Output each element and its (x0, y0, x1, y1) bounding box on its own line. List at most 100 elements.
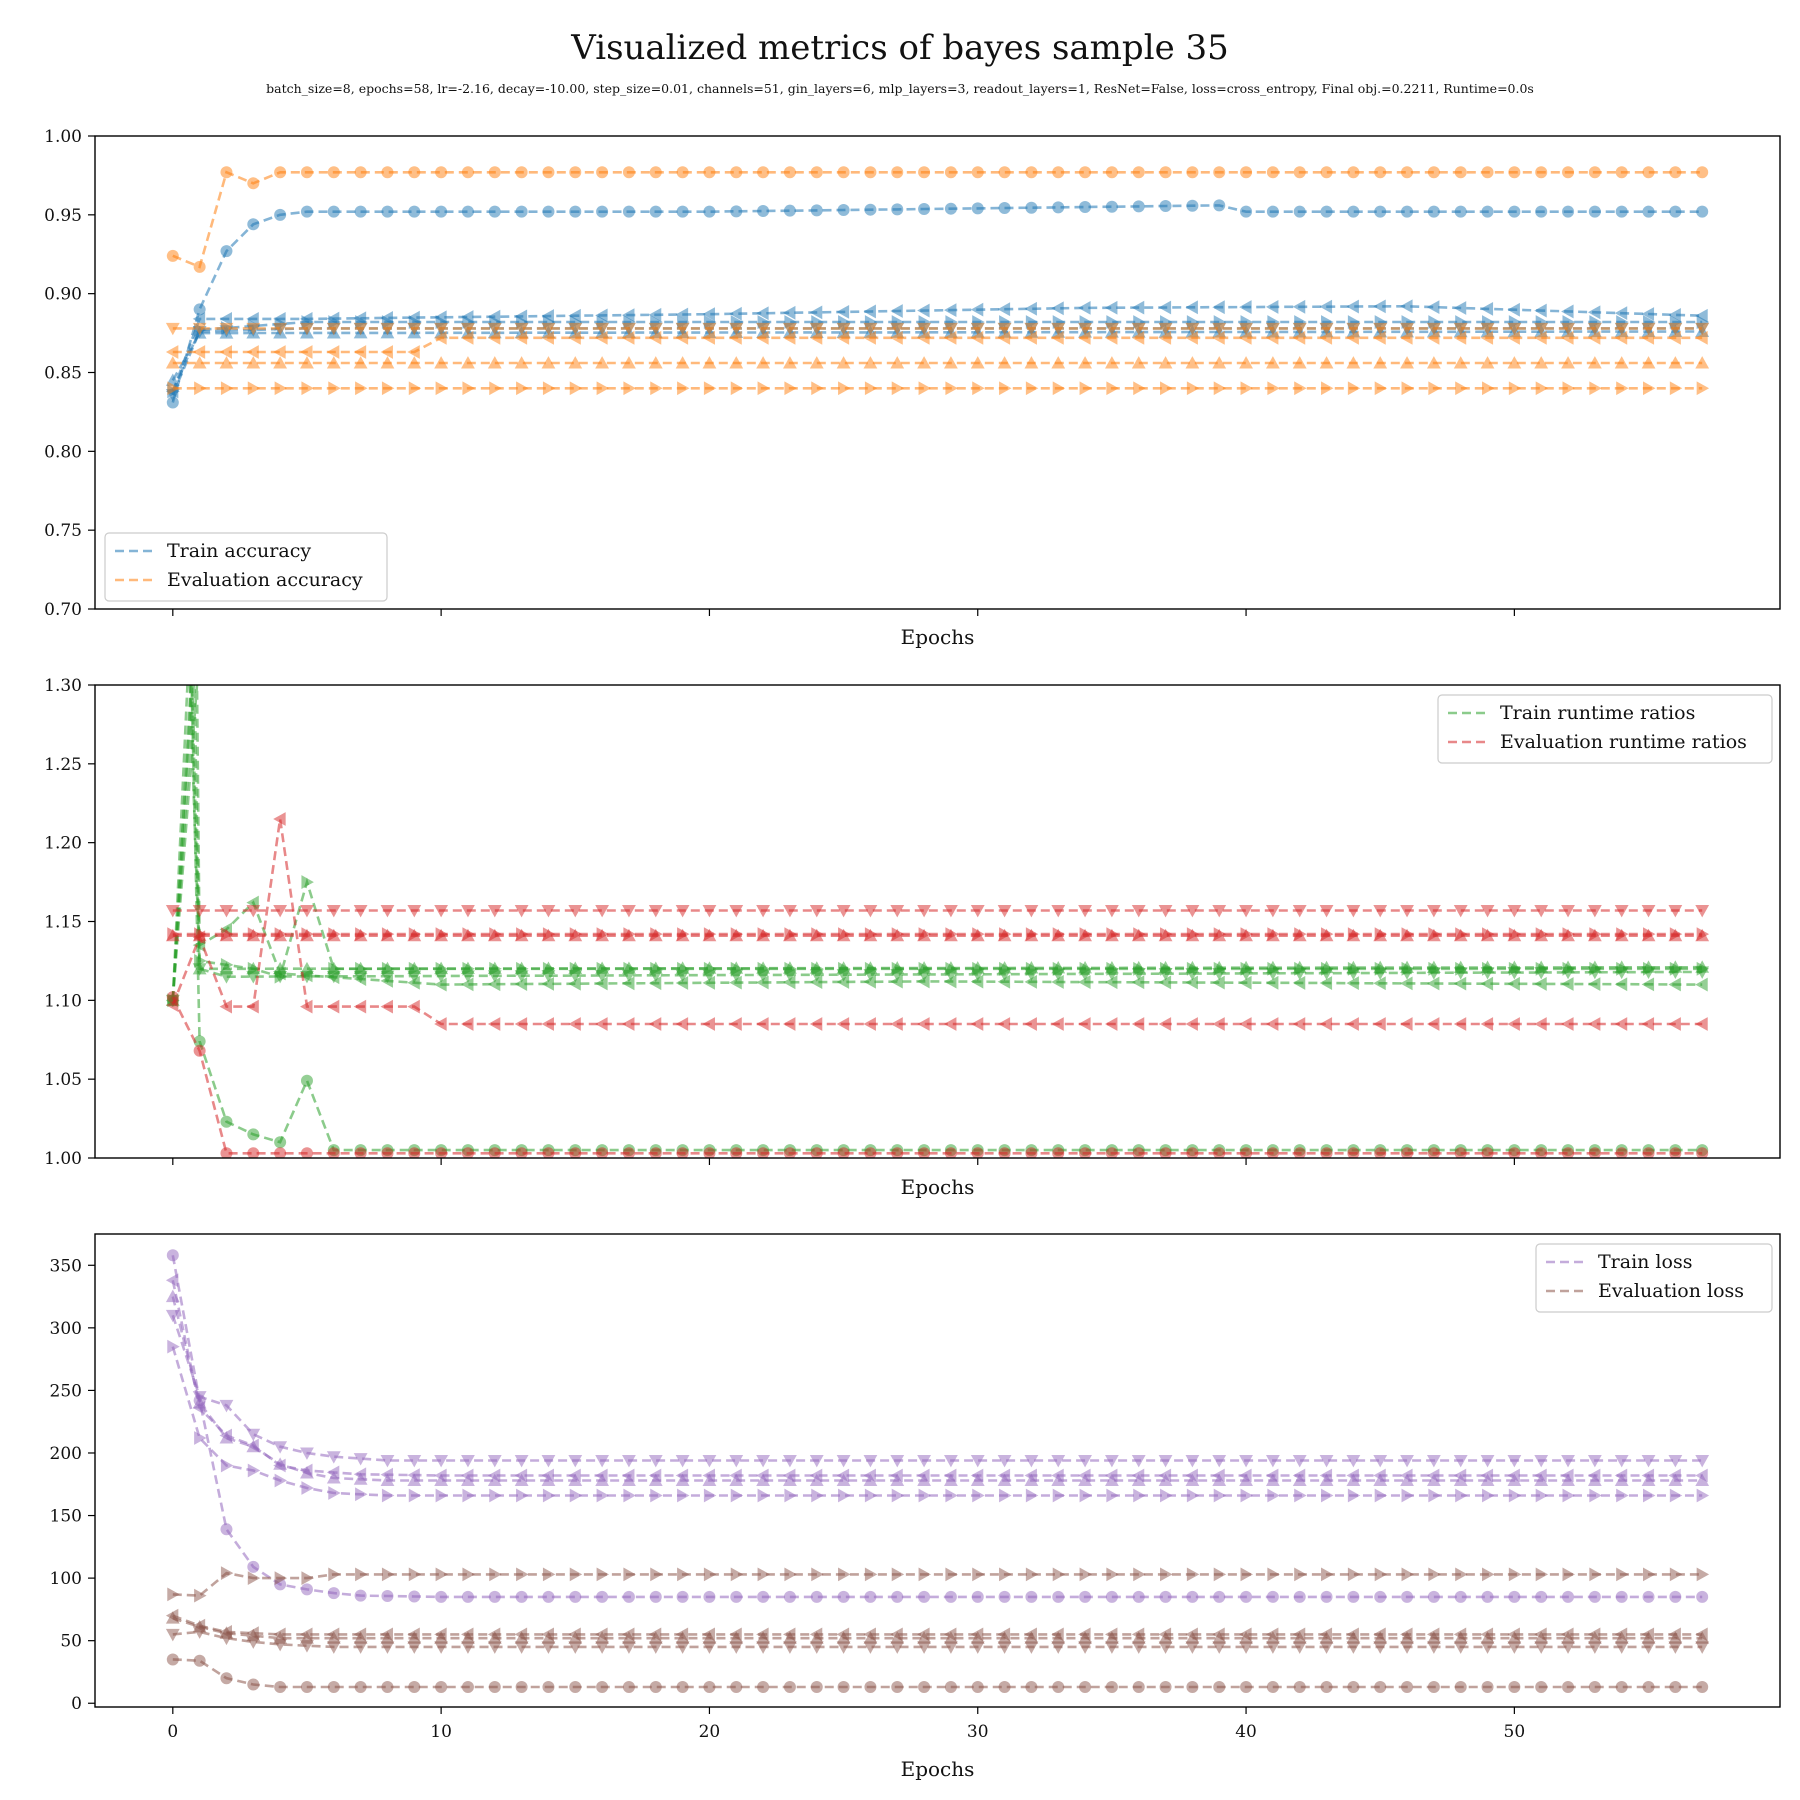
data-point (1589, 1567, 1602, 1582)
data-point (568, 1454, 583, 1468)
data-point (1321, 1488, 1334, 1503)
data-point (649, 1680, 662, 1693)
data-point (514, 1641, 529, 1654)
data-point (434, 356, 449, 369)
data-point (1614, 966, 1629, 980)
data-point (246, 971, 261, 984)
data-point (997, 1454, 1012, 1468)
data-point (353, 1631, 368, 1644)
data-point (1696, 381, 1710, 396)
data-point (1079, 1680, 1092, 1693)
data-point (1051, 904, 1066, 918)
data-point (970, 1017, 984, 1031)
data-point (1105, 1017, 1118, 1031)
data-point (542, 1680, 555, 1693)
data-point (890, 1631, 905, 1644)
data-point (1024, 301, 1037, 316)
x-tick-label: 20 (699, 1722, 721, 1742)
data-point (462, 381, 475, 396)
data-point (1589, 381, 1602, 396)
data-point (1668, 966, 1683, 979)
data-point (1534, 356, 1549, 369)
data-point (970, 904, 985, 918)
data-point (1213, 1680, 1226, 1693)
data-point (408, 1590, 421, 1603)
data-point (1212, 300, 1225, 315)
data-point (890, 974, 903, 989)
data-point (595, 330, 608, 345)
data-point (729, 1473, 744, 1487)
data-point (542, 381, 556, 396)
data-point (1507, 1017, 1520, 1031)
data-point (1105, 1473, 1119, 1487)
data-point (944, 1631, 958, 1644)
data-point (836, 330, 850, 345)
data-point (1696, 1147, 1709, 1158)
data-point (1427, 166, 1440, 179)
data-point (702, 928, 717, 942)
data-point (702, 307, 715, 322)
data-point (917, 1468, 930, 1483)
data-point (756, 306, 769, 321)
data-point (1668, 1631, 1683, 1644)
y-tick-label: 0.70 (44, 600, 82, 620)
data-point (971, 1680, 984, 1693)
data-point (998, 166, 1011, 179)
data-point (783, 1680, 796, 1693)
data-point (328, 381, 341, 396)
data-point (1455, 1488, 1468, 1503)
data-point (1373, 904, 1388, 918)
data-point (461, 1147, 474, 1158)
series-line-3-4 (171, 1280, 1703, 1477)
series-line-3-3 (171, 1296, 1703, 1482)
data-point (1453, 1631, 1468, 1644)
data-point (648, 330, 662, 345)
data-point (300, 1147, 313, 1158)
data-point (863, 1468, 876, 1483)
data-point (1024, 1468, 1037, 1483)
data-point (702, 1473, 717, 1487)
data-point (1024, 904, 1039, 918)
data-point (1695, 904, 1710, 918)
data-point (864, 166, 877, 179)
data-point (729, 306, 742, 321)
data-point (1401, 166, 1414, 179)
data-point (1588, 1680, 1601, 1693)
data-point (1426, 1641, 1441, 1654)
data-point (998, 1680, 1011, 1693)
data-point (1562, 381, 1575, 396)
data-point (1696, 1680, 1709, 1693)
data-point (1158, 322, 1173, 336)
data-point (1508, 381, 1522, 396)
data-point (381, 1567, 395, 1582)
data-point (1615, 1680, 1628, 1693)
data-point (1562, 166, 1575, 179)
data-point (1158, 300, 1172, 315)
data-point (1373, 1468, 1386, 1483)
data-point (997, 974, 1011, 989)
data-point (676, 205, 689, 218)
data-point (1400, 330, 1413, 345)
data-point (1508, 166, 1521, 179)
data-point (246, 928, 261, 942)
data-point (1669, 166, 1682, 179)
data-point (462, 1567, 475, 1582)
data-point (971, 202, 984, 215)
data-point (514, 1017, 528, 1031)
data-point (1480, 976, 1494, 991)
data-point (756, 1454, 770, 1468)
data-point (1373, 1454, 1388, 1468)
data-point (970, 1641, 985, 1654)
data-point (1614, 1473, 1629, 1487)
data-point (649, 166, 662, 179)
data-point (917, 1017, 930, 1031)
data-point (622, 1147, 635, 1158)
data-point (944, 1468, 957, 1483)
series-line-3-6 (172, 1571, 1703, 1597)
data-point (757, 1147, 770, 1158)
data-point (1133, 1567, 1146, 1582)
data-point (220, 1672, 233, 1685)
data-point (1641, 322, 1656, 336)
data-point (811, 1488, 824, 1503)
data-point (1239, 1631, 1253, 1644)
